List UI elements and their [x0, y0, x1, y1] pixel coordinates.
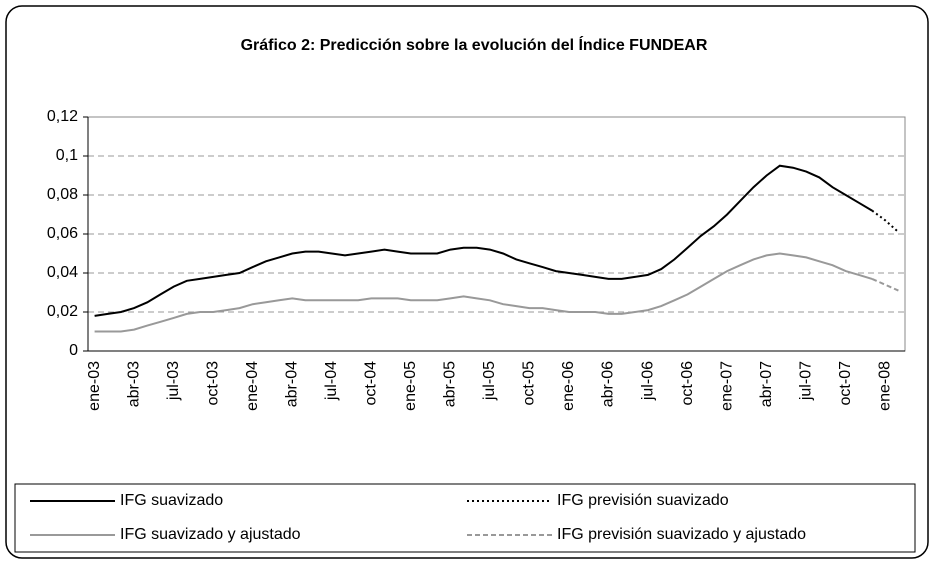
- x-tick-label: ene-07: [718, 361, 735, 411]
- x-tick-label: jul-03: [165, 361, 182, 401]
- x-tick-label: jul-06: [639, 361, 656, 401]
- series-line: [94, 164, 873, 317]
- series-line: [871, 209, 900, 233]
- x-tick-label: oct-07: [837, 361, 854, 406]
- x-tick-label: oct-06: [679, 361, 696, 406]
- x-tick-label: jul-05: [481, 361, 498, 401]
- x-tick-label: abr-05: [442, 361, 459, 407]
- x-tick-label: abr-06: [600, 361, 617, 407]
- y-tick-label: 0,06: [47, 225, 78, 242]
- y-tick-label: 0,04: [47, 264, 78, 281]
- x-tick-label: ene-05: [402, 361, 419, 411]
- chart-title: Gráfico 2: Predicción sobre la evolución…: [241, 35, 708, 54]
- x-tick-label: jul-04: [323, 361, 340, 401]
- y-tick-label: 0,08: [47, 186, 78, 203]
- x-tick-label: oct-04: [363, 361, 380, 406]
- series-line: [871, 277, 899, 292]
- y-tick-label: 0: [69, 342, 78, 359]
- legend-label: IFG suavizado: [120, 492, 223, 509]
- x-tick-label: ene-03: [86, 361, 103, 411]
- x-tick-label: ene-08: [876, 361, 893, 411]
- legend-label: IFG previsión suavizado y ajustado: [557, 526, 806, 543]
- y-tick-label: 0,12: [47, 108, 78, 125]
- x-tick-label: jul-07: [797, 361, 814, 401]
- y-tick-label: 0,1: [56, 147, 78, 164]
- x-tick-label: ene-04: [244, 361, 261, 411]
- x-tick-label: abr-07: [758, 361, 775, 407]
- x-tick-label: abr-03: [125, 361, 142, 407]
- x-tick-label: oct-05: [521, 361, 538, 406]
- series-line: [94, 252, 873, 333]
- x-tick-label: abr-04: [283, 361, 300, 407]
- y-tick-label: 0,02: [47, 303, 78, 320]
- x-tick-label: ene-06: [560, 361, 577, 411]
- legend: [14, 483, 916, 553]
- legend-label: IFG previsión suavizado: [557, 492, 729, 509]
- legend-label: IFG suavizado y ajustado: [120, 526, 301, 543]
- x-tick-label: oct-03: [204, 361, 221, 406]
